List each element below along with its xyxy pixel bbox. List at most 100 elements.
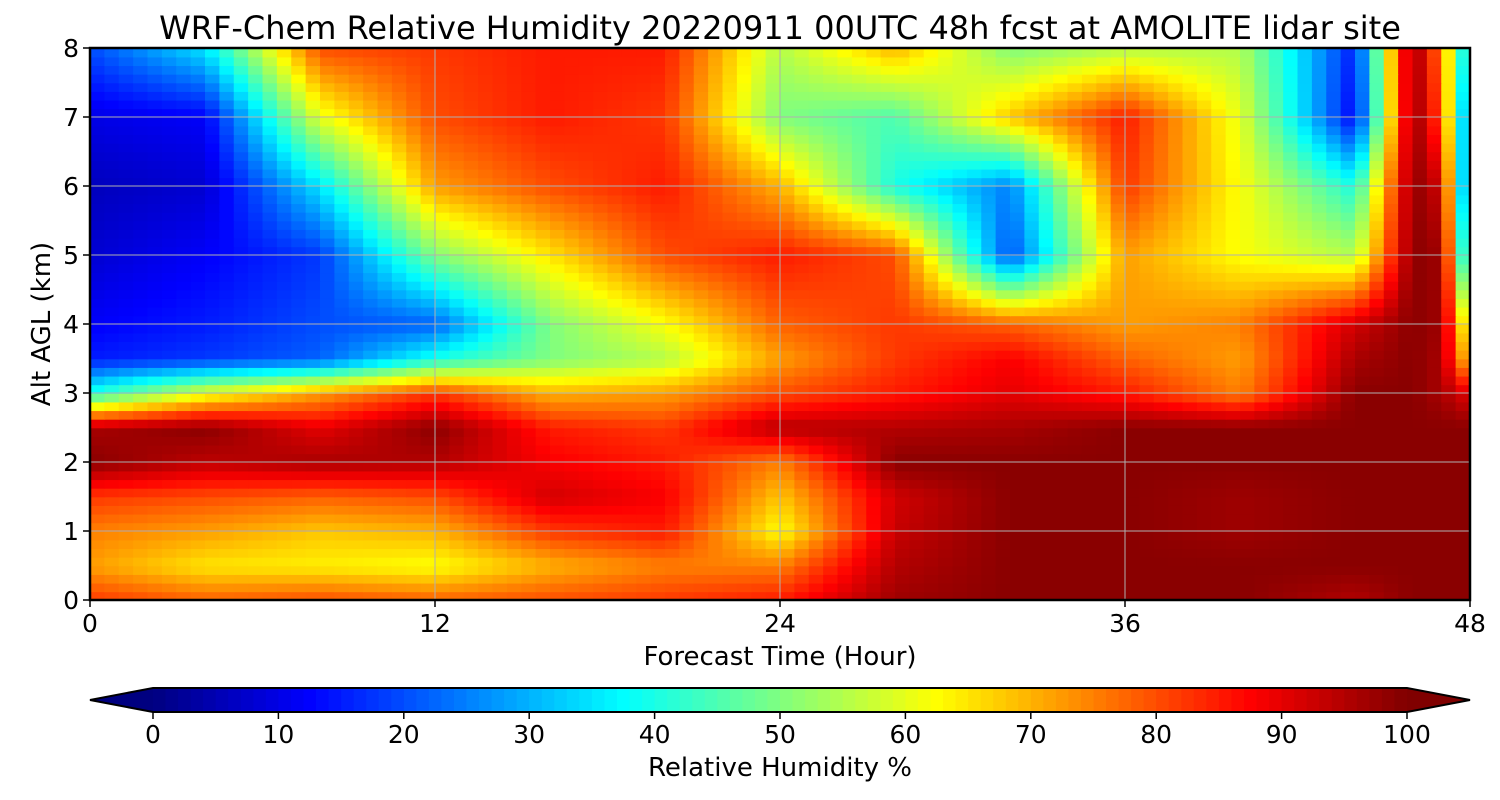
heat-cell: [535, 418, 551, 429]
heat-cell: [1268, 582, 1284, 593]
heat-cell: [938, 220, 954, 230]
heat-cell: [133, 384, 149, 394]
heat-cell: [923, 401, 939, 412]
heat-cell: [1067, 539, 1083, 550]
heat-cell: [665, 324, 681, 334]
heat-cell: [1038, 539, 1054, 550]
heat-cell: [1010, 186, 1026, 196]
heat-cell: [823, 487, 839, 498]
heat-cell: [1182, 522, 1198, 532]
heat-cell: [736, 505, 753, 515]
heat-cell: [909, 289, 925, 299]
heat-cell: [866, 255, 882, 265]
heat-cell: [780, 367, 796, 377]
heat-cell: [938, 470, 954, 481]
heat-cell: [205, 315, 221, 325]
heat-cell: [1125, 427, 1141, 437]
heat-cell: [205, 487, 221, 498]
heat-cell: [909, 522, 925, 532]
heat-cell: [449, 393, 465, 403]
heat-cell: [406, 531, 422, 541]
heat-cell: [650, 548, 666, 558]
heat-cell: [823, 246, 839, 256]
heat-cell: [463, 453, 479, 463]
heat-cell: [233, 531, 249, 541]
heat-cell: [995, 203, 1011, 213]
heat-cell: [995, 211, 1011, 222]
heat-cell: [966, 539, 983, 550]
heat-cell: [348, 470, 364, 481]
heat-cell: [952, 324, 968, 334]
heat-cell: [578, 332, 594, 343]
heat-cell: [190, 522, 206, 532]
heat-cell: [233, 237, 249, 248]
heat-cell: [262, 496, 278, 506]
heat-cell: [550, 539, 566, 550]
heat-cell: [118, 505, 134, 515]
heat-cell: [276, 186, 293, 196]
heat-cell: [736, 298, 753, 308]
heat-cell: [966, 237, 983, 248]
heat-cell: [621, 203, 638, 213]
heat-cell: [1225, 324, 1241, 334]
heat-cell: [1254, 255, 1270, 265]
heat-cell: [938, 349, 954, 360]
heat-cell: [161, 453, 178, 463]
heat-cell: [578, 410, 594, 420]
heat-cell: [147, 315, 163, 325]
heat-cell: [665, 298, 681, 308]
heat-cell: [1268, 315, 1284, 325]
heat-cell: [1426, 522, 1443, 532]
heat-cell: [923, 582, 939, 593]
heat-cell: [291, 186, 307, 196]
heat-cell: [708, 565, 724, 575]
heat-cell: [1455, 487, 1470, 498]
heat-cell: [1455, 470, 1470, 481]
heat-cell: [1081, 280, 1098, 291]
heat-cell: [521, 513, 537, 524]
heat-cell: [995, 298, 1011, 308]
heat-cell: [1326, 444, 1342, 455]
heat-cell: [420, 462, 436, 472]
heat-cell: [708, 220, 724, 230]
heat-cell: [435, 522, 451, 532]
heat-cell: [1010, 565, 1026, 575]
heat-cell: [1283, 479, 1299, 489]
heat-cell: [751, 160, 767, 170]
heat-cell: [478, 324, 494, 334]
heat-cell: [463, 211, 479, 222]
heat-cell: [478, 151, 494, 161]
heat-cell: [305, 298, 321, 308]
heat-cell: [550, 591, 566, 600]
heat-cell: [219, 280, 235, 291]
heat-cell: [449, 168, 465, 179]
heat-cell: [1038, 306, 1054, 317]
heat-cell: [1326, 436, 1342, 446]
heat-cell: [506, 427, 523, 437]
heat-cell: [1038, 375, 1054, 386]
heat-cell: [435, 582, 451, 593]
heat-cell: [823, 522, 839, 532]
heat-cell: [1153, 263, 1169, 274]
heat-cell: [147, 522, 163, 532]
heat-cell: [248, 280, 264, 291]
heat-cell: [1139, 427, 1155, 437]
heat-cell: [564, 462, 580, 472]
heat-cell: [262, 367, 278, 377]
heat-cell: [420, 574, 436, 584]
heat-cell: [506, 211, 523, 222]
heat-cell: [492, 444, 508, 455]
heat-cell: [363, 272, 379, 282]
heat-cell: [650, 462, 666, 472]
heat-cell: [1211, 522, 1227, 532]
heat-cell: [1426, 151, 1443, 161]
heat-cell: [1283, 246, 1299, 256]
heat-cell: [1067, 470, 1083, 481]
heat-cell: [478, 556, 494, 567]
heat-cell: [1168, 349, 1184, 360]
heat-cell: [1211, 591, 1227, 600]
heat-cell: [233, 168, 249, 179]
heat-cell: [823, 410, 839, 420]
heat-cell: [1355, 591, 1371, 600]
heat-cell: [276, 194, 293, 205]
